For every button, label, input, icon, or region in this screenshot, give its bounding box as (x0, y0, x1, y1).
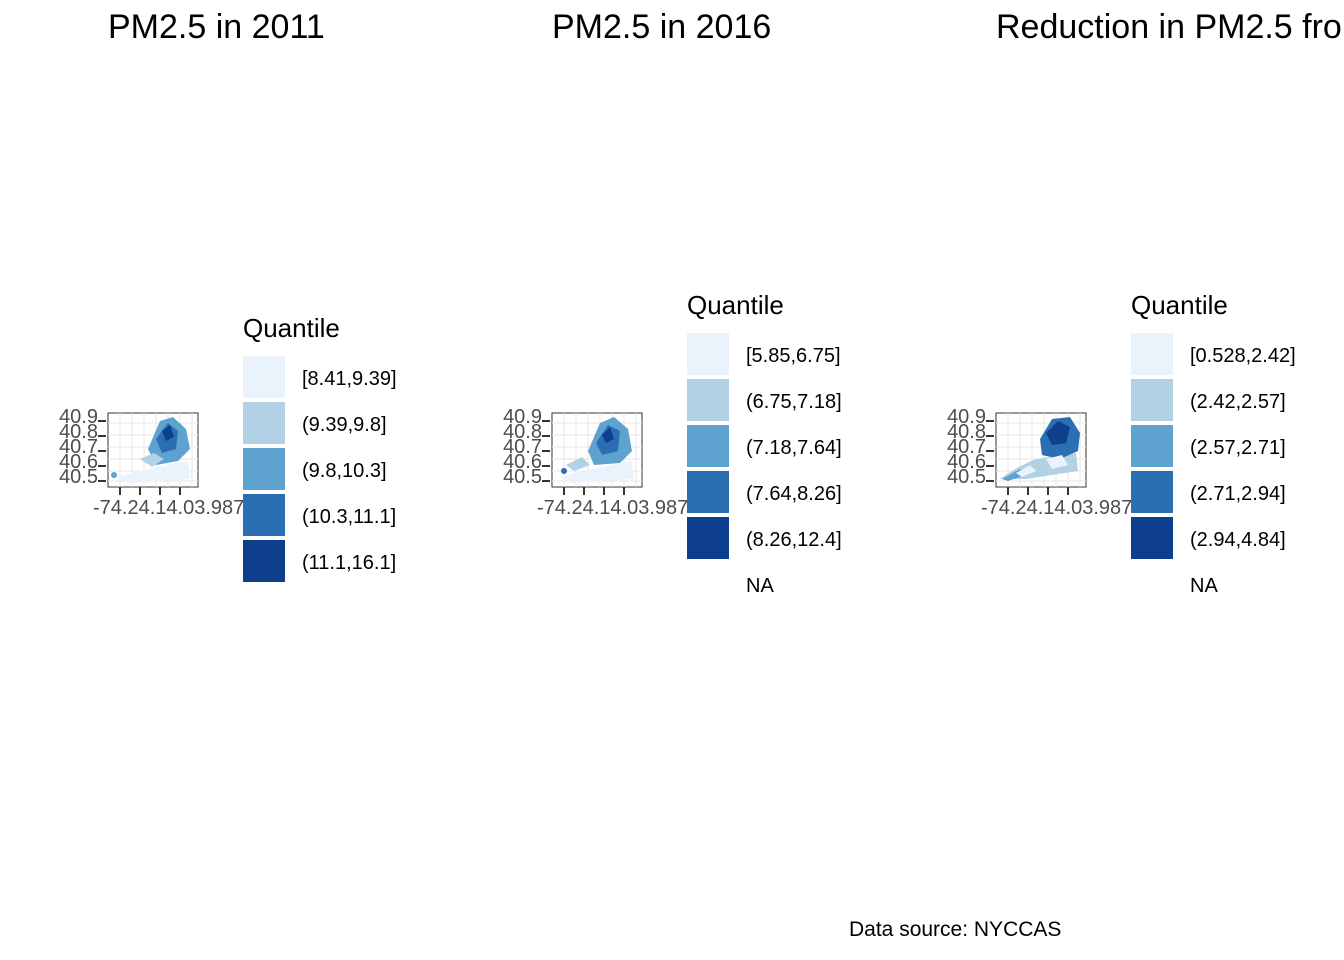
legend-item: (2.71,2.94] (1131, 471, 1296, 517)
legend-2016: Quantile [5.85,6.75] (6.75,7.18] (7.18,7… (687, 290, 842, 609)
legend-swatch (1131, 333, 1173, 375)
y-tick-label: 40.5 (947, 466, 986, 488)
legend-item: [0.528,2.42] (1131, 333, 1296, 379)
legend-label: [8.41,9.39] (302, 367, 397, 390)
legend-label: (9.8,10.3] (302, 459, 387, 482)
legend-label: (2.71,2.94] (1190, 482, 1286, 505)
legend-swatch (243, 356, 285, 398)
legend-label: (7.18,7.64] (746, 436, 842, 459)
legend-swatch (1131, 471, 1173, 513)
map-plot-area (542, 412, 643, 495)
legend-title: Quantile (243, 313, 340, 343)
legend-swatch (243, 448, 285, 490)
legend-item: (9.39,9.8] (243, 402, 397, 448)
x-tick-labels: -74.24.14.03.987 (981, 497, 1133, 519)
legend-label: [0.528,2.42] (1190, 344, 1296, 367)
legend-item: (9.8,10.3] (243, 448, 397, 494)
y-tick-labels: 40.9 40.8 40.7 40.6 40.5 (40, 405, 98, 488)
legend-item: (10.3,11.1] (243, 494, 397, 540)
legend-swatch (687, 425, 729, 467)
y-tick-label: 40.6 (503, 451, 542, 473)
legend-label: NA (1190, 574, 1218, 597)
y-tick-label: 40.9 (503, 406, 542, 428)
data-source-caption: Data source: NYCCAS (849, 918, 1062, 941)
legend-title: Quantile (1131, 290, 1228, 320)
mini-map-2016: 40.9 40.8 40.7 40.6 40.5 -74.24.14 (484, 405, 688, 525)
legend-swatch (1131, 379, 1173, 421)
mini-map-2011: 40.9 40.8 40.7 40.6 40.5 -74.24.14 (40, 405, 244, 525)
legend-title: Quantile (687, 290, 784, 320)
y-tick-labels: 40.9 40.8 40.7 40.6 40.5 (928, 405, 986, 488)
y-tick-label: 40.5 (503, 466, 542, 488)
x-tick-labels: -74.24.14.03.987 (537, 497, 689, 519)
legend-label: (2.57,2.71] (1190, 436, 1286, 459)
legend-item: (8.26,12.4] (687, 517, 842, 563)
y-tick-label: 40.6 (947, 451, 986, 473)
y-tick-label: 40.7 (947, 436, 986, 458)
panel-title-2016: PM2.5 in 2016 (552, 8, 772, 46)
legend-item: (2.57,2.71] (1131, 425, 1296, 471)
legend-item: [8.41,9.39] (243, 356, 397, 402)
legend-reduction: Quantile [0.528,2.42] (2.42,2.57] (2.57,… (1131, 290, 1296, 609)
y-tick-label: 40.7 (59, 436, 98, 458)
legend-item: (6.75,7.18] (687, 379, 842, 425)
legend-item-na: NA (687, 563, 842, 609)
y-tick-label: 40.9 (59, 406, 98, 428)
y-tick-label: 40.8 (503, 421, 542, 443)
y-tick-label: 40.7 (503, 436, 542, 458)
map-plot-area (98, 412, 199, 495)
legend-swatch (687, 379, 729, 421)
panel-title-reduction: Reduction in PM2.5 fro (996, 8, 1342, 46)
y-tick-label: 40.8 (59, 421, 98, 443)
legend-label: [5.85,6.75] (746, 344, 841, 367)
y-tick-label: 40.5 (59, 466, 98, 488)
legend-swatch (687, 471, 729, 513)
legend-item: (7.64,8.26] (687, 471, 842, 517)
legend-swatch (243, 402, 285, 444)
legend-item: (7.18,7.64] (687, 425, 842, 471)
legend-label: NA (746, 574, 774, 597)
y-tick-label: 40.6 (59, 451, 98, 473)
legend-swatch (1131, 517, 1173, 559)
legend-label: (11.1,16.1] (302, 551, 397, 574)
legend-label: (7.64,8.26] (746, 482, 842, 505)
legend-label: (8.26,12.4] (746, 528, 842, 551)
x-tick-labels: -74.24.14.03.987 (93, 497, 245, 519)
legend-swatch (1131, 563, 1173, 605)
y-tick-label: 40.8 (947, 421, 986, 443)
legend-label: (6.75,7.18] (746, 390, 842, 413)
panel-title-2011: PM2.5 in 2011 (108, 8, 325, 46)
legend-2011: Quantile [8.41,9.39] (9.39,9.8] (9.8,10.… (243, 313, 397, 586)
legend-swatch (243, 494, 285, 536)
legend-item: (2.42,2.57] (1131, 379, 1296, 425)
legend-label: (10.3,11.1] (302, 505, 397, 528)
legend-swatch (687, 563, 729, 605)
legend-item: (2.94,4.84] (1131, 517, 1296, 563)
legend-swatch (687, 517, 729, 559)
legend-label: (2.42,2.57] (1190, 390, 1286, 413)
legend-item-na: NA (1131, 563, 1296, 609)
map-plot-area (986, 412, 1087, 495)
legend-swatch (243, 540, 285, 582)
y-tick-labels: 40.9 40.8 40.7 40.6 40.5 (484, 405, 542, 488)
legend-item: [5.85,6.75] (687, 333, 842, 379)
y-tick-label: 40.9 (947, 406, 986, 428)
legend-swatch (687, 333, 729, 375)
legend-label: (2.94,4.84] (1190, 528, 1286, 551)
legend-swatch (1131, 425, 1173, 467)
legend-item: (11.1,16.1] (243, 540, 397, 586)
mini-map-reduction: 40.9 40.8 40.7 40.6 40.5 -74.24.14 (928, 405, 1132, 525)
legend-label: (9.39,9.8] (302, 413, 387, 436)
